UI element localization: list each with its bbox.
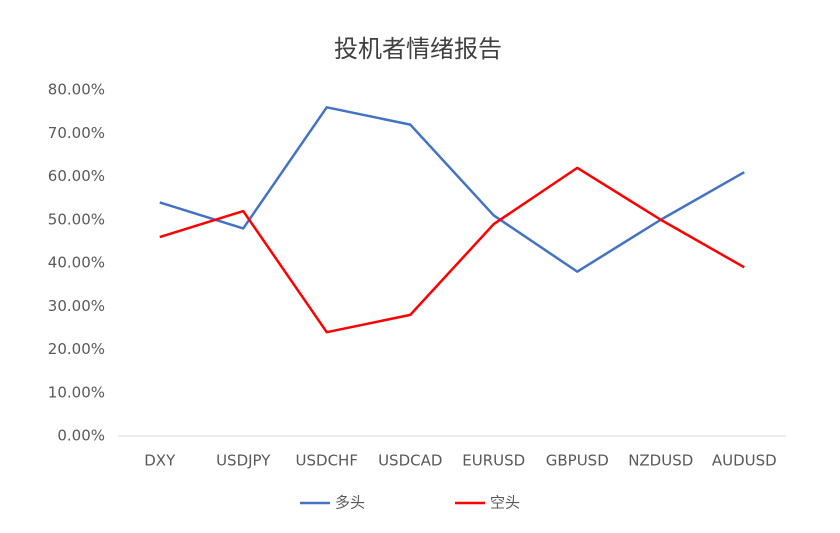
y-tick-label: 50.00% (48, 210, 105, 228)
x-tick-label: DXY (144, 452, 176, 470)
y-tick-label: 60.00% (48, 167, 105, 185)
legend-label: 多头 (335, 494, 365, 512)
x-tick-label: USDCHF (296, 452, 358, 470)
y-tick-label: 70.00% (48, 124, 105, 142)
x-tick-label: GBPUSD (546, 452, 609, 470)
x-tick-label: USDJPY (216, 452, 271, 470)
series-line (159, 106, 745, 273)
x-tick-label: NZDUSD (628, 452, 693, 470)
y-tick-label: 0.00% (57, 427, 105, 445)
y-tick-label: 20.00% (48, 340, 105, 358)
chart-title: 投机者情绪报告 (334, 35, 502, 63)
x-tick-label: USDCAD (378, 452, 442, 470)
y-tick-label: 40.00% (48, 254, 105, 272)
x-tick-label: AUDUSD (712, 452, 777, 470)
y-tick-label: 30.00% (48, 297, 105, 315)
legend-label: 空头 (490, 494, 520, 512)
series-line (159, 166, 745, 334)
y-tick-label: 80.00% (48, 81, 105, 99)
y-tick-label: 10.00% (48, 383, 105, 401)
x-tick-label: EURUSD (462, 452, 525, 470)
